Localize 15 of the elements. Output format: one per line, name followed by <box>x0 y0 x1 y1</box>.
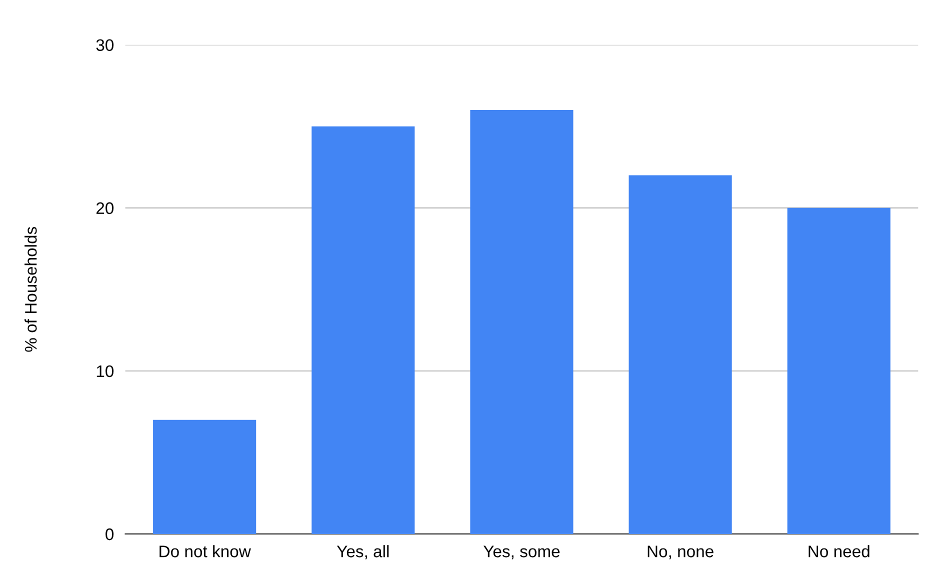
y-axis-title: % of Households <box>24 226 37 352</box>
bar <box>153 420 256 534</box>
bar <box>312 126 415 534</box>
x-tick-label: No, none <box>648 546 714 560</box>
y-tick-label: 0 <box>106 528 114 540</box>
bar <box>470 110 574 534</box>
x-tick-label: Yes, some <box>483 546 560 560</box>
y-tick-label: 30 <box>96 39 114 52</box>
x-tick-label: Do not know <box>160 545 251 558</box>
y-tick-label: 20 <box>96 202 114 214</box>
bar <box>787 208 890 534</box>
x-tick-label: No need <box>808 545 870 558</box>
x-tick-label: Yes, all <box>336 545 389 560</box>
bar <box>628 175 732 534</box>
y-tick-label: 10 <box>96 365 114 378</box>
